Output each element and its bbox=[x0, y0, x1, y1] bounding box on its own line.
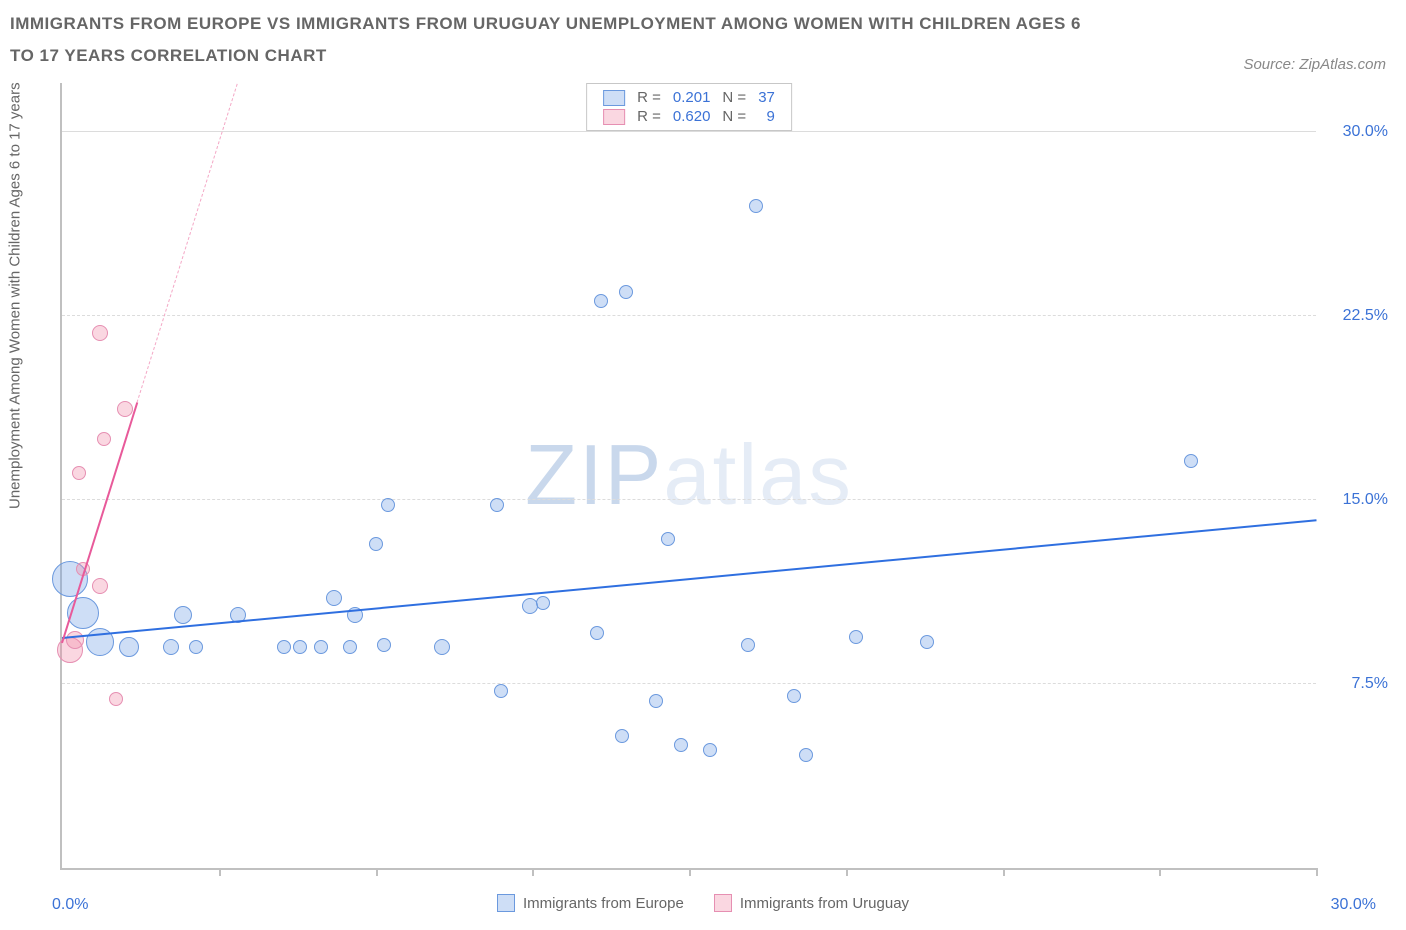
x-tick bbox=[689, 868, 691, 876]
legend-row-europe: R = 0.201 N = 37 bbox=[597, 88, 781, 107]
chart-header: IMMIGRANTS FROM EUROPE VS IMMIGRANTS FRO… bbox=[0, 0, 1406, 73]
swatch-uruguay bbox=[714, 894, 732, 912]
legend-swatch-europe bbox=[603, 90, 625, 106]
data-point bbox=[189, 640, 203, 654]
legend-n-uruguay: 9 bbox=[752, 107, 781, 126]
data-point bbox=[661, 532, 675, 546]
x-tick bbox=[1316, 868, 1318, 876]
data-point bbox=[119, 637, 139, 657]
data-point bbox=[536, 596, 550, 610]
legend-n-label: N = bbox=[716, 107, 752, 126]
data-point bbox=[66, 631, 84, 649]
legend-r-uruguay: 0.620 bbox=[667, 107, 717, 126]
data-point bbox=[799, 748, 813, 762]
legend-r-label: R = bbox=[631, 107, 667, 126]
x-tick bbox=[1003, 868, 1005, 876]
data-point bbox=[703, 743, 717, 757]
data-point bbox=[97, 432, 111, 446]
data-point bbox=[749, 199, 763, 213]
x-tick bbox=[846, 868, 848, 876]
legend-swatch-uruguay bbox=[603, 109, 625, 125]
y-tick-label: 30.0% bbox=[1328, 123, 1388, 141]
data-point bbox=[920, 635, 934, 649]
data-point bbox=[277, 640, 291, 654]
legend-r-europe: 0.201 bbox=[667, 88, 717, 107]
series-legend: Immigrants from Europe Immigrants from U… bbox=[10, 894, 1396, 912]
data-point bbox=[326, 590, 342, 606]
data-point bbox=[377, 638, 391, 652]
data-point bbox=[590, 626, 604, 640]
gridline bbox=[62, 499, 1316, 500]
data-point bbox=[381, 498, 395, 512]
data-point bbox=[490, 498, 504, 512]
data-point bbox=[314, 640, 328, 654]
gridline bbox=[62, 315, 1316, 316]
y-tick-label: 15.0% bbox=[1328, 491, 1388, 509]
chart-area: Unemployment Among Women with Children A… bbox=[10, 78, 1396, 920]
gridline bbox=[62, 683, 1316, 684]
trend-line bbox=[62, 520, 1316, 640]
data-point bbox=[494, 684, 508, 698]
watermark-bold: ZIP bbox=[525, 428, 663, 523]
legend-row-uruguay: R = 0.620 N = 9 bbox=[597, 107, 781, 126]
data-point bbox=[615, 729, 629, 743]
data-point bbox=[649, 694, 663, 708]
data-point bbox=[674, 738, 688, 752]
data-point bbox=[92, 325, 108, 341]
legend-r-label: R = bbox=[631, 88, 667, 107]
x-tick bbox=[376, 868, 378, 876]
legend-item-uruguay: Immigrants from Uruguay bbox=[714, 894, 909, 912]
data-point bbox=[109, 692, 123, 706]
x-tick bbox=[532, 868, 534, 876]
watermark: ZIPatlas bbox=[525, 427, 853, 525]
chart-title: IMMIGRANTS FROM EUROPE VS IMMIGRANTS FRO… bbox=[10, 8, 1110, 73]
y-tick-label: 7.5% bbox=[1328, 675, 1388, 693]
data-point bbox=[369, 537, 383, 551]
data-point bbox=[163, 639, 179, 655]
legend-item-europe: Immigrants from Europe bbox=[497, 894, 684, 912]
data-point bbox=[434, 639, 450, 655]
data-point bbox=[594, 294, 608, 308]
chart-source: Source: ZipAtlas.com bbox=[1243, 56, 1386, 73]
plot-region: ZIPatlas R = 0.201 N = 37 R = 0.620 N = … bbox=[60, 83, 1316, 870]
x-tick bbox=[1159, 868, 1161, 876]
y-tick-label: 22.5% bbox=[1328, 307, 1388, 325]
legend-label-europe: Immigrants from Europe bbox=[523, 895, 684, 912]
legend-n-europe: 37 bbox=[752, 88, 781, 107]
data-point bbox=[72, 466, 86, 480]
gridline bbox=[62, 131, 1316, 132]
data-point bbox=[293, 640, 307, 654]
x-tick bbox=[219, 868, 221, 876]
data-point bbox=[174, 606, 192, 624]
data-point bbox=[92, 578, 108, 594]
legend-label-uruguay: Immigrants from Uruguay bbox=[740, 895, 909, 912]
data-point bbox=[619, 285, 633, 299]
data-point bbox=[117, 401, 133, 417]
data-point bbox=[787, 689, 801, 703]
data-point bbox=[343, 640, 357, 654]
data-point bbox=[849, 630, 863, 644]
swatch-europe bbox=[497, 894, 515, 912]
legend-n-label: N = bbox=[716, 88, 752, 107]
data-point bbox=[1184, 454, 1198, 468]
correlation-legend: R = 0.201 N = 37 R = 0.620 N = 9 bbox=[586, 83, 792, 131]
watermark-light: atlas bbox=[663, 428, 853, 523]
y-axis-label: Unemployment Among Women with Children A… bbox=[7, 489, 24, 509]
data-point bbox=[741, 638, 755, 652]
